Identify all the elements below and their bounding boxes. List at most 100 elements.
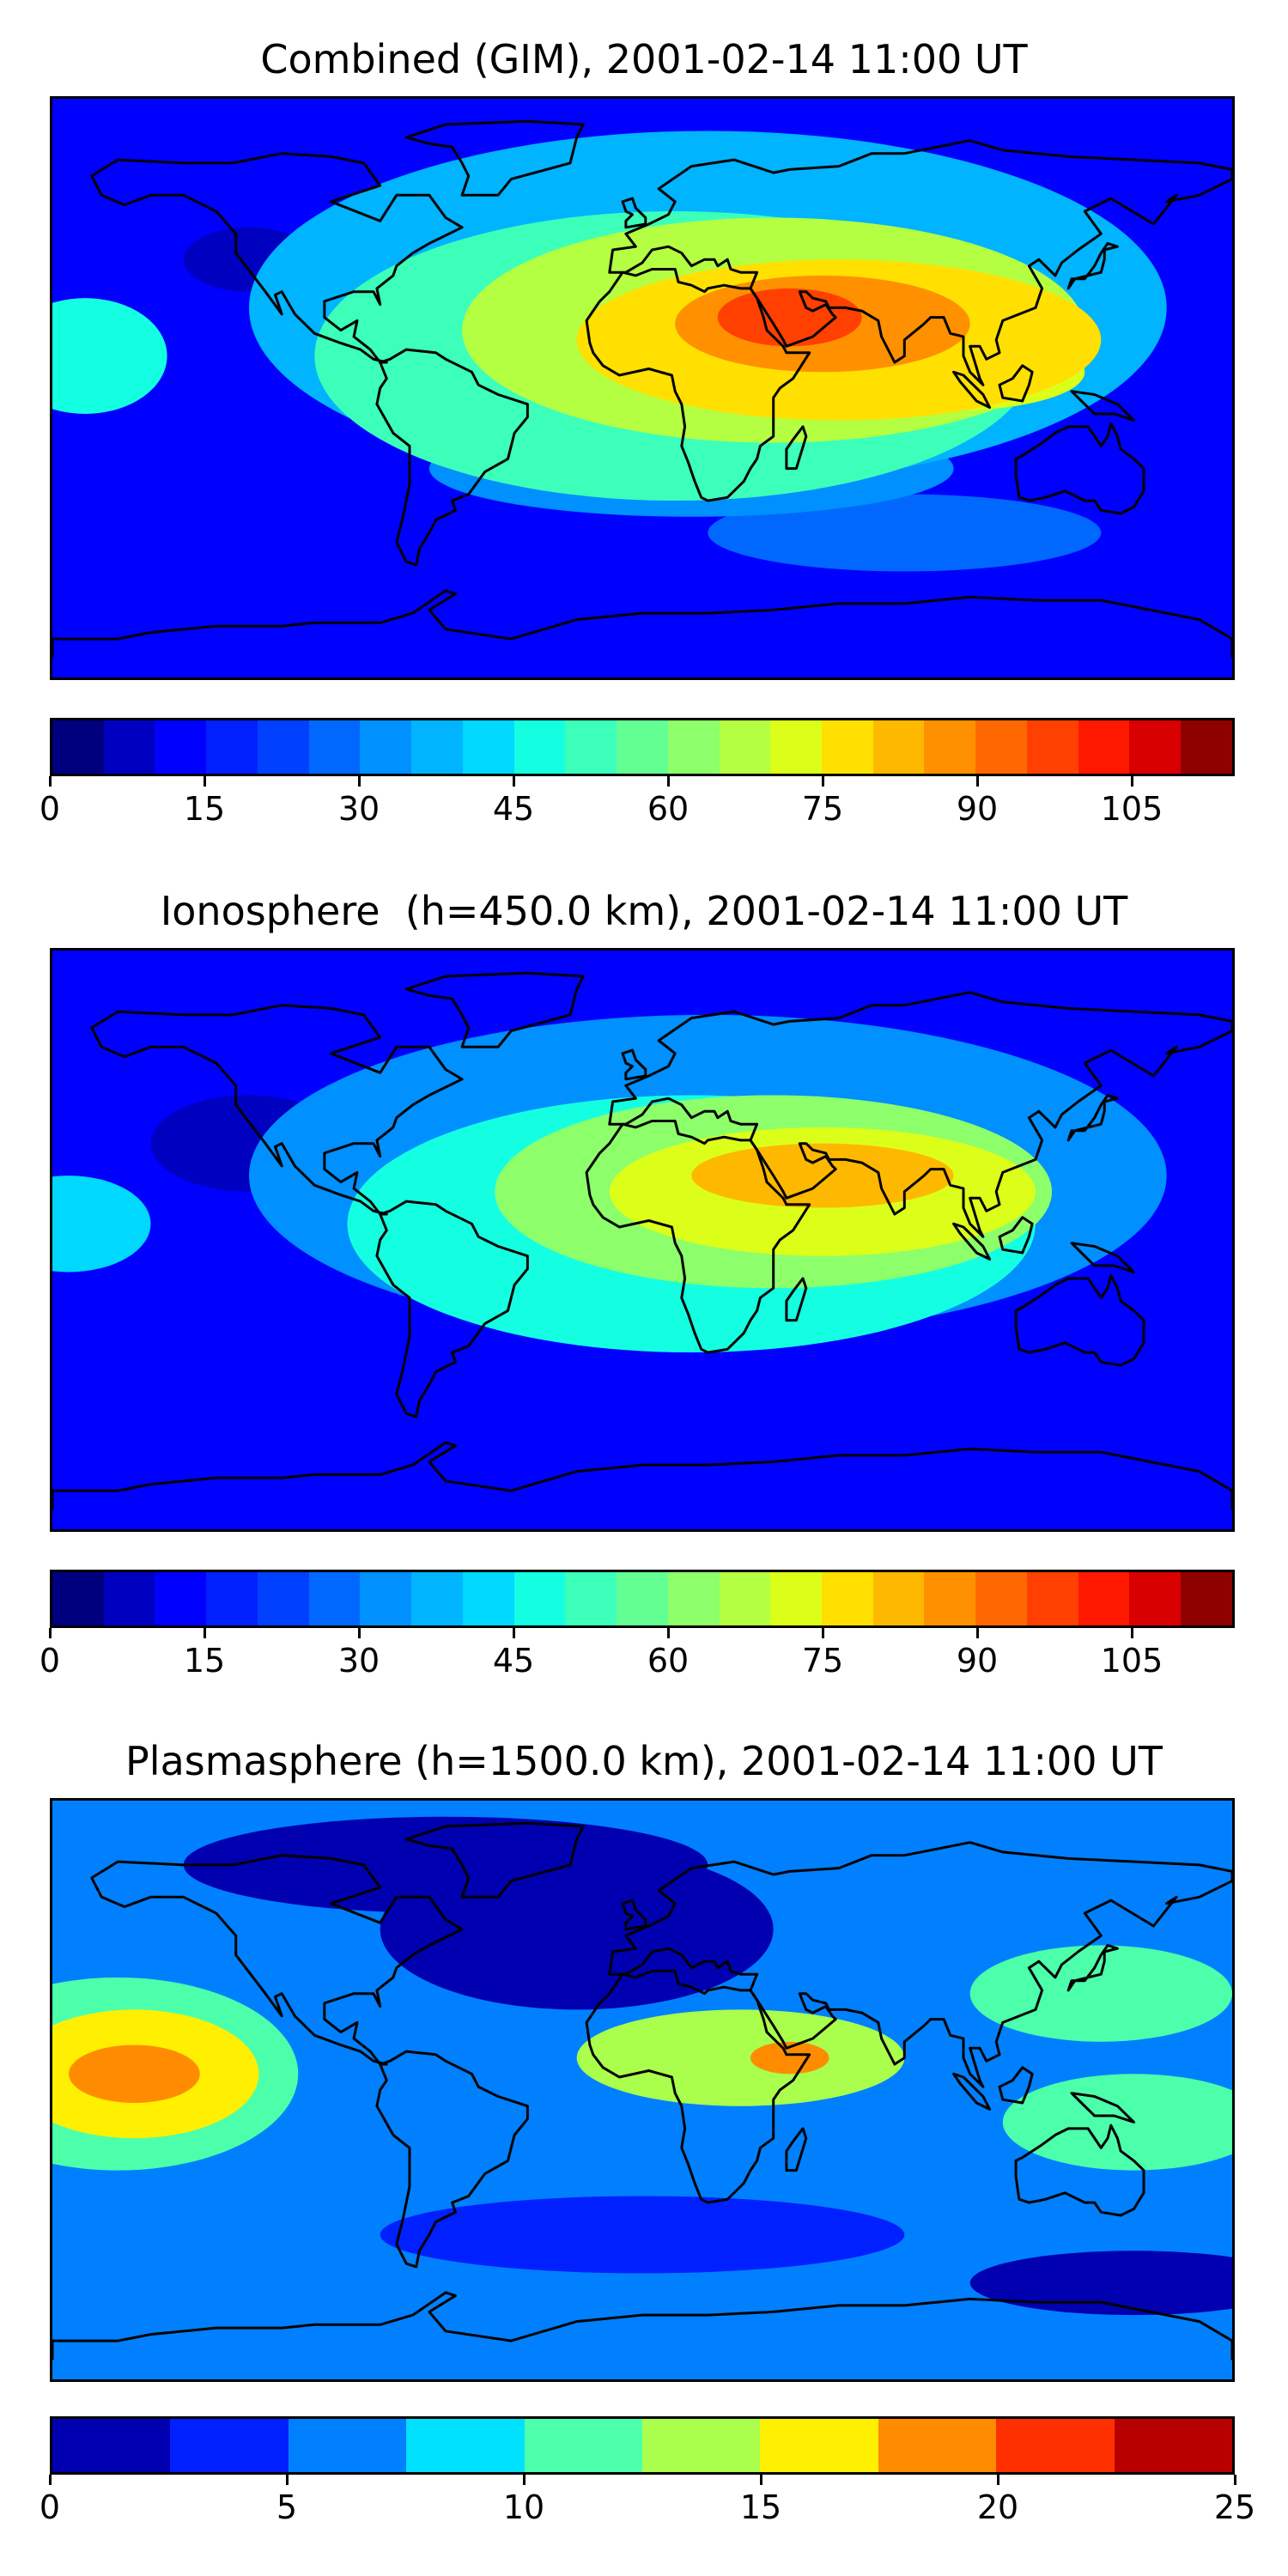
colorbar-segment <box>308 1572 361 1625</box>
coastline-borneo <box>998 1216 1034 1255</box>
coastline-madagascar <box>785 2127 808 2172</box>
colorbar-tick <box>666 1628 670 1638</box>
colorbar-segment <box>719 720 771 774</box>
coastline-africa <box>585 1120 811 1354</box>
coastline-sumatra <box>952 1222 992 1261</box>
colorbar-segment <box>617 1572 668 1625</box>
world-map-combined <box>52 99 1232 677</box>
coastline-greenland <box>404 1821 585 1899</box>
colorbar-segment <box>411 720 463 774</box>
coastline-new-guinea <box>1070 1242 1135 1273</box>
colorbar-tick-label: 10 <box>502 2488 545 2526</box>
colorbar-tick-label: 30 <box>337 790 380 828</box>
colorbar-segment <box>1181 720 1232 774</box>
colorbar-tick <box>48 2475 52 2485</box>
colorbar-tick <box>512 776 515 787</box>
colorbar-tick-label: 45 <box>492 1642 535 1680</box>
coastline-madagascar <box>785 425 808 471</box>
coastline-australia <box>1014 422 1145 515</box>
coastline-new-guinea <box>1070 390 1135 422</box>
colorbar-segment <box>1181 1572 1232 1625</box>
coastline-borneo <box>998 364 1034 403</box>
coastline-borneo <box>998 2066 1034 2105</box>
colorbar-segment <box>1026 720 1078 774</box>
contour-region <box>52 1176 151 1273</box>
world-map-plasmasphere <box>52 1801 1232 2379</box>
panel-title-plasmasphere: Plasmasphere (h=1500.0 km), 2001-02-14 1… <box>125 1738 1163 1784</box>
colorbar-tick-label: 0 <box>39 1642 61 1680</box>
coastline-uk <box>621 1048 647 1081</box>
contour-region <box>969 2251 1232 2316</box>
coastline-madagascar <box>785 1277 808 1322</box>
coastline-australia <box>1014 2123 1145 2217</box>
coastline-north-america <box>90 152 464 364</box>
colorbar-tick <box>203 776 206 787</box>
coastline-south-america <box>375 1200 529 1419</box>
colorbar-segment <box>52 2419 171 2472</box>
colorbar-tick-label: 25 <box>1213 2488 1256 2526</box>
colorbar-tick <box>666 776 670 787</box>
colorbar-segment <box>1078 1572 1130 1625</box>
colorbar-segment <box>565 1572 617 1625</box>
colorbar-segment <box>872 1572 925 1625</box>
colorbar-tick <box>1130 776 1133 787</box>
contour-region <box>380 2196 905 2274</box>
colorbar-tick <box>759 2475 762 2485</box>
map-combined <box>50 96 1235 680</box>
colorbar-ticks-combined: 0 15 30 45 60 75 90 105 <box>39 776 1235 828</box>
coastline-south-america <box>375 2050 529 2269</box>
colorbar-tick-label: 75 <box>801 1642 844 1680</box>
colorbar-segment <box>257 720 309 774</box>
colorbar-segment <box>206 1572 258 1625</box>
colorbar-segment <box>975 720 1027 774</box>
colorbar-segment <box>513 1572 566 1625</box>
coastline-south-america <box>375 348 529 567</box>
colorbar-tick <box>203 1628 206 1638</box>
contour-region <box>1002 2074 1232 2171</box>
contour-region <box>69 2044 200 2103</box>
colorbar-tick <box>48 1628 52 1638</box>
colorbar-segment <box>52 1572 104 1625</box>
coastline-africa <box>585 268 811 502</box>
colorbar-tick-label: 90 <box>956 1642 999 1680</box>
colorbar-tick <box>975 776 979 787</box>
colorbar-tick-label: 105 <box>1100 790 1163 828</box>
colorbar-tick-label: 45 <box>492 790 535 828</box>
colorbar-combined <box>50 718 1235 776</box>
colorbar-plasmasphere <box>50 2416 1235 2475</box>
colorbar-segment <box>103 1572 155 1625</box>
colorbar-ticks-ionosphere: 0 15 30 45 60 75 90 105 <box>39 1628 1235 1680</box>
colorbar-segment <box>406 2419 525 2472</box>
colorbar-tick <box>821 776 824 787</box>
colorbar-ticks-plasmasphere: 0 5 10 15 20 25 <box>39 2475 1255 2526</box>
colorbar-tick <box>512 1628 515 1638</box>
contour-region <box>750 2041 829 2075</box>
colorbar-tick-label: 30 <box>337 1642 380 1680</box>
colorbar-segment <box>770 1572 823 1625</box>
colorbar-segment <box>52 720 104 774</box>
colorbar-tick-label: 60 <box>647 790 690 828</box>
colorbar-segment <box>513 720 566 774</box>
colorbar-segment <box>872 720 925 774</box>
coastlines <box>52 1821 1232 2360</box>
colorbar-segment <box>1078 720 1130 774</box>
colorbar-segment <box>667 720 720 774</box>
colorbar-segment <box>924 720 976 774</box>
colorbar-segment <box>667 1572 720 1625</box>
colorbar-segment <box>1129 1572 1182 1625</box>
colorbar-tick <box>357 776 361 787</box>
coastline-north-america <box>90 1004 464 1216</box>
coastline-japan <box>1066 1944 1119 1992</box>
colorbar-tick <box>975 1628 979 1638</box>
colorbar-tick <box>285 2475 289 2485</box>
colorbar-segment <box>411 1572 463 1625</box>
colorbar-tick-label: 5 <box>276 2488 298 2526</box>
coastline-japan <box>1066 242 1119 290</box>
colorbar-segment <box>524 2419 643 2472</box>
panel-title-combined: Combined (GIM), 2001-02-14 11:00 UT <box>260 36 1028 82</box>
colorbar-segment <box>170 2419 289 2472</box>
colorbar-tick <box>1130 1628 1133 1638</box>
colorbar-tick <box>821 1628 824 1638</box>
contour-region <box>708 494 1102 572</box>
